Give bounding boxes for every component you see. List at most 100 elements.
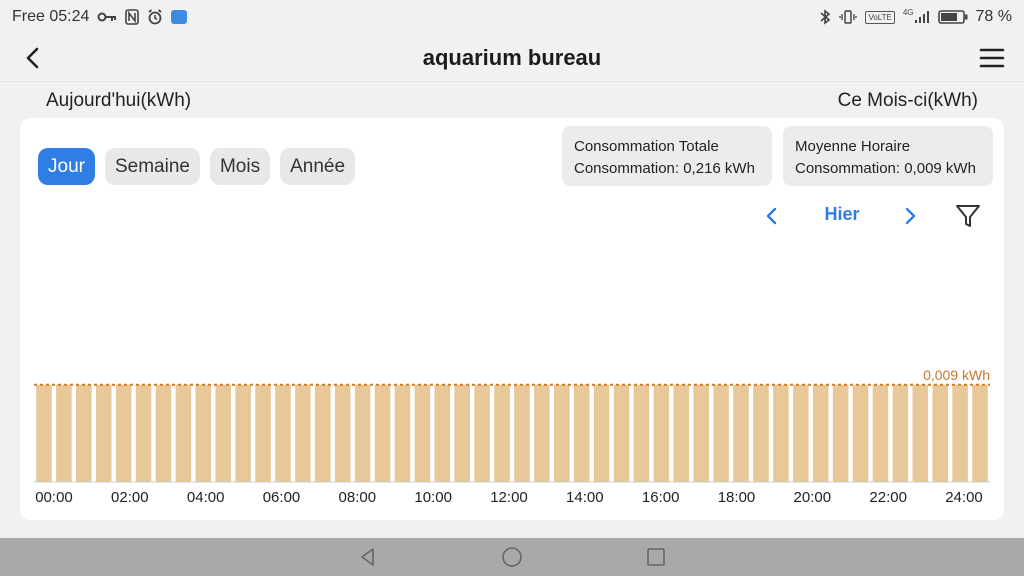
bar-6 — [155, 384, 172, 482]
x-tick-label: 02:00 — [111, 489, 149, 506]
key-icon — [97, 11, 117, 23]
hourly-average-title: Moyenne Horaire — [795, 138, 911, 155]
bar-22 — [474, 384, 490, 482]
status-right: VoLTE 4G 78 % — [819, 8, 1012, 26]
bar-34 — [713, 384, 729, 482]
bar-25 — [534, 384, 550, 482]
status-left: Free 05:24 — [12, 8, 188, 26]
x-tick-label: 08:00 — [339, 489, 377, 506]
bar-27 — [573, 384, 590, 482]
bar-14 — [315, 384, 331, 482]
bar-7 — [175, 384, 192, 482]
battery-percent: 78 % — [975, 8, 1012, 25]
bluetooth-icon — [819, 9, 831, 25]
bar-26 — [554, 384, 570, 482]
date-navigator: Hier — [760, 200, 990, 232]
bar-39 — [812, 384, 829, 482]
period-tabs: Jour Semaine Mois Année — [38, 148, 356, 185]
bar-12 — [275, 384, 291, 482]
x-tick-label: 18:00 — [718, 489, 756, 506]
next-day-button[interactable] — [898, 204, 922, 228]
x-tick-label: 24:00 — [945, 489, 983, 506]
hourly-average-value: Consommation: 0,009 kWh — [795, 160, 976, 177]
bar-11 — [255, 384, 271, 482]
bar-32 — [673, 384, 690, 482]
tab-semaine[interactable]: Semaine — [104, 148, 200, 185]
total-consumption-card: Consommation Totale Consommation: 0,216 … — [562, 126, 772, 186]
network-type: 4G — [902, 7, 914, 17]
message-app-icon — [171, 10, 188, 24]
bar-1 — [56, 384, 72, 482]
bar-10 — [235, 384, 251, 482]
previous-day-button[interactable] — [760, 204, 784, 228]
bars-group — [36, 384, 988, 482]
menu-button[interactable] — [978, 44, 1006, 72]
bar-9 — [215, 384, 231, 482]
bar-35 — [733, 384, 749, 482]
alarm-icon — [147, 9, 163, 25]
bar-40 — [832, 384, 849, 482]
summary-header: Aujourd'hui(kWh) Ce Mois-ci(kWh) — [46, 88, 978, 114]
bar-16 — [354, 384, 371, 482]
total-consumption-title: Consommation Totale — [574, 138, 719, 155]
battery-icon — [937, 10, 968, 24]
bar-3 — [95, 384, 112, 482]
bar-8 — [195, 384, 212, 482]
bar-17 — [374, 384, 391, 482]
triangle-back-icon — [361, 548, 374, 566]
bar-38 — [793, 384, 809, 482]
system-back-button[interactable] — [356, 545, 380, 569]
bar-30 — [633, 384, 650, 482]
bar-31 — [653, 384, 670, 482]
circle-home-icon — [502, 547, 522, 567]
x-tick-label: 16:00 — [642, 489, 680, 506]
date-label[interactable]: Hier — [824, 204, 860, 224]
x-tick-labels: 00:00 02:00 04:00 06:00 08:00 10:00 12:00 14:00… — [35, 489, 983, 506]
vibrate-icon — [839, 9, 858, 25]
bar-18 — [394, 384, 411, 482]
x-tick-label: 22:00 — [869, 489, 907, 506]
bar-47 — [972, 384, 988, 482]
x-tick-label: 06:00 — [263, 489, 301, 506]
x-tick-label: 10:00 — [414, 489, 452, 506]
x-tick-label: 12:00 — [490, 489, 528, 506]
system-home-button[interactable] — [500, 545, 524, 569]
x-tick-label: 04:00 — [187, 489, 225, 506]
bar-19 — [414, 384, 431, 482]
x-tick-label: 20:00 — [794, 489, 832, 506]
chevron-left-icon — [26, 47, 39, 69]
month-label: Ce Mois-ci(kWh) — [837, 90, 978, 111]
signal-icon: 4G — [902, 7, 930, 24]
total-consumption-value: Consommation: 0,216 kWh — [574, 160, 755, 177]
tab-mois[interactable]: Mois — [209, 148, 271, 185]
bar-36 — [753, 384, 769, 482]
filter-button[interactable] — [954, 202, 982, 230]
back-button[interactable] — [20, 44, 48, 72]
bar-0 — [36, 384, 52, 482]
nfc-icon — [125, 9, 140, 25]
bar-15 — [334, 384, 351, 482]
tab-jour[interactable]: Jour — [38, 148, 95, 185]
square-recents-icon — [647, 548, 665, 566]
x-tick-label: 00:00 — [35, 489, 73, 506]
chevron-right-icon — [905, 207, 916, 225]
status-bar: Free 05:24 VoLTE 4G 78 % — [0, 0, 1024, 34]
bar-45 — [932, 384, 948, 482]
consumption-chart: 0,009 kWh 00:00 02:00 04:00 06:00 08:00 10:00… — [34, 367, 990, 506]
bar-42 — [872, 384, 889, 482]
bar-13 — [295, 384, 311, 482]
today-label: Aujourd'hui(kWh) — [46, 90, 192, 111]
bar-20 — [434, 384, 451, 482]
bar-23 — [494, 384, 510, 482]
bar-43 — [892, 384, 909, 482]
bar-44 — [912, 384, 929, 482]
system-recents-button[interactable] — [644, 545, 668, 569]
bar-46 — [952, 384, 968, 482]
x-tick-label: 14:00 — [566, 489, 604, 506]
carrier-time: Free 05:24 — [12, 8, 90, 25]
app-bar: aquarium bureau — [0, 34, 1024, 82]
bar-5 — [135, 384, 152, 482]
bar-2 — [76, 384, 92, 482]
tab-annee[interactable]: Année — [280, 148, 356, 185]
average-label: 0,009 kWh — [923, 367, 990, 383]
